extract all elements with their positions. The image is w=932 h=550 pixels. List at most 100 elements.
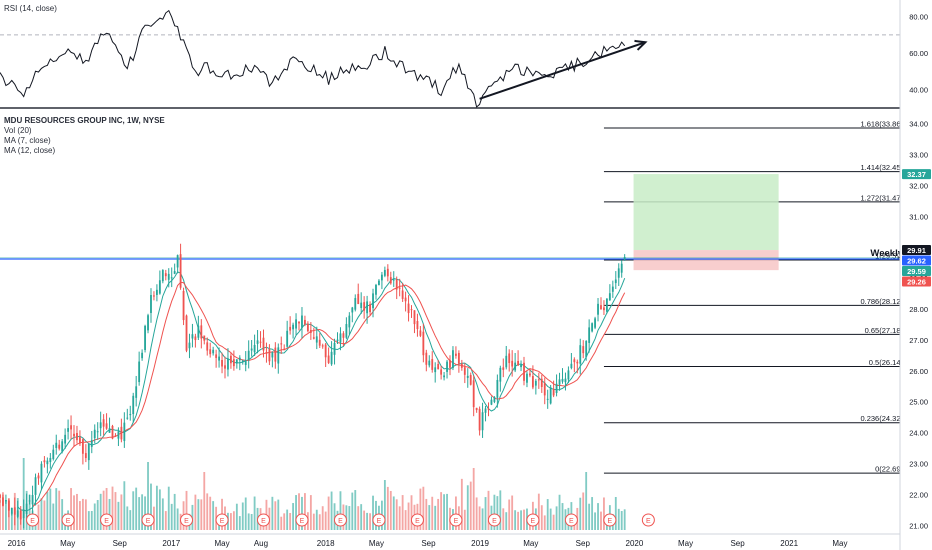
candle[interactable] (200, 319, 203, 349)
candle[interactable] (268, 344, 271, 366)
candle[interactable] (375, 283, 377, 300)
candle[interactable] (114, 433, 117, 437)
candle[interactable] (315, 326, 318, 350)
candle[interactable] (540, 374, 543, 393)
candle[interactable] (259, 331, 262, 348)
candle[interactable] (366, 295, 369, 324)
candle[interactable] (144, 324, 146, 353)
candle[interactable] (155, 284, 158, 302)
candle[interactable] (401, 282, 404, 302)
candle[interactable] (431, 351, 434, 373)
candle[interactable] (395, 276, 398, 300)
candle[interactable] (126, 408, 129, 420)
earnings-marker[interactable]: E (564, 513, 578, 527)
candle[interactable] (265, 342, 268, 363)
candle[interactable] (389, 271, 392, 285)
candle[interactable] (10, 507, 13, 516)
candle[interactable] (289, 316, 292, 335)
candle[interactable] (90, 430, 93, 454)
candle[interactable] (603, 300, 605, 315)
candle[interactable] (611, 280, 614, 298)
candle[interactable] (79, 430, 81, 446)
candle[interactable] (87, 443, 90, 470)
candle[interactable] (410, 305, 413, 318)
candle[interactable] (369, 301, 371, 316)
candle[interactable] (224, 356, 226, 379)
candle[interactable] (555, 374, 558, 397)
candle[interactable] (292, 322, 295, 339)
candle[interactable] (413, 310, 416, 334)
candle[interactable] (301, 307, 303, 339)
candle[interactable] (283, 344, 286, 351)
candle[interactable] (398, 278, 401, 297)
candle[interactable] (274, 342, 277, 369)
candle[interactable] (582, 340, 585, 359)
earnings-marker[interactable]: E (215, 513, 229, 527)
candle[interactable] (588, 319, 591, 353)
earnings-marker[interactable]: E (100, 513, 114, 527)
candle[interactable] (452, 346, 454, 371)
candle[interactable] (185, 314, 188, 353)
candle[interactable] (58, 439, 61, 451)
candle[interactable] (197, 315, 200, 341)
candle[interactable] (579, 338, 582, 375)
main-legend[interactable]: MDU RESOURCES GROUP INC, 1W, NYSE Vol (2… (4, 116, 165, 156)
stop-zone[interactable] (633, 250, 779, 271)
candle[interactable] (84, 444, 87, 463)
candle[interactable] (262, 329, 265, 358)
candle[interactable] (520, 360, 522, 372)
candle[interactable] (280, 336, 283, 354)
candle[interactable] (614, 271, 617, 290)
candle[interactable] (534, 378, 537, 395)
candle[interactable] (52, 444, 55, 461)
candle[interactable] (230, 352, 232, 369)
candle[interactable] (179, 243, 182, 290)
candle[interactable] (594, 316, 596, 330)
candle[interactable] (277, 343, 280, 374)
candle[interactable] (0, 493, 1, 503)
candle[interactable] (241, 359, 244, 365)
candle[interactable] (360, 292, 363, 314)
candle[interactable] (55, 434, 58, 455)
candle[interactable] (312, 327, 315, 340)
candle[interactable] (61, 438, 64, 454)
candle[interactable] (531, 365, 534, 390)
candle[interactable] (212, 346, 215, 356)
candle[interactable] (529, 368, 531, 378)
candle[interactable] (455, 346, 457, 359)
candle[interactable] (449, 355, 451, 376)
earnings-marker[interactable]: E (372, 513, 386, 527)
candle[interactable] (517, 350, 520, 366)
price-marker[interactable]: 29.26 (902, 276, 931, 287)
candle[interactable] (271, 351, 274, 368)
candle[interactable] (419, 326, 422, 338)
earnings-marker[interactable]: E (180, 513, 194, 527)
candle[interactable] (605, 297, 608, 314)
candle[interactable] (182, 287, 185, 326)
candle[interactable] (31, 485, 34, 515)
candle[interactable] (150, 288, 152, 323)
earnings-marker[interactable]: E (449, 513, 463, 527)
candle[interactable] (392, 271, 395, 287)
candle[interactable] (191, 323, 194, 348)
candle[interactable] (351, 306, 354, 323)
candle[interactable] (22, 499, 25, 529)
candle[interactable] (321, 343, 324, 349)
candle[interactable] (600, 297, 602, 310)
rsi-line[interactable] (0, 9, 626, 108)
candle[interactable] (123, 412, 126, 448)
rsi-trendline[interactable] (479, 41, 646, 100)
candle[interactable] (40, 461, 43, 490)
candle[interactable] (120, 418, 123, 443)
candle[interactable] (306, 321, 309, 333)
candle[interactable] (437, 359, 440, 370)
candle[interactable] (253, 334, 256, 356)
candle[interactable] (153, 291, 155, 301)
target-zone[interactable] (633, 174, 779, 251)
candle[interactable] (164, 269, 167, 281)
candle[interactable] (345, 317, 348, 340)
candle[interactable] (25, 493, 28, 519)
price-marker[interactable]: 29.59 (902, 266, 931, 277)
candle[interactable] (552, 380, 555, 398)
